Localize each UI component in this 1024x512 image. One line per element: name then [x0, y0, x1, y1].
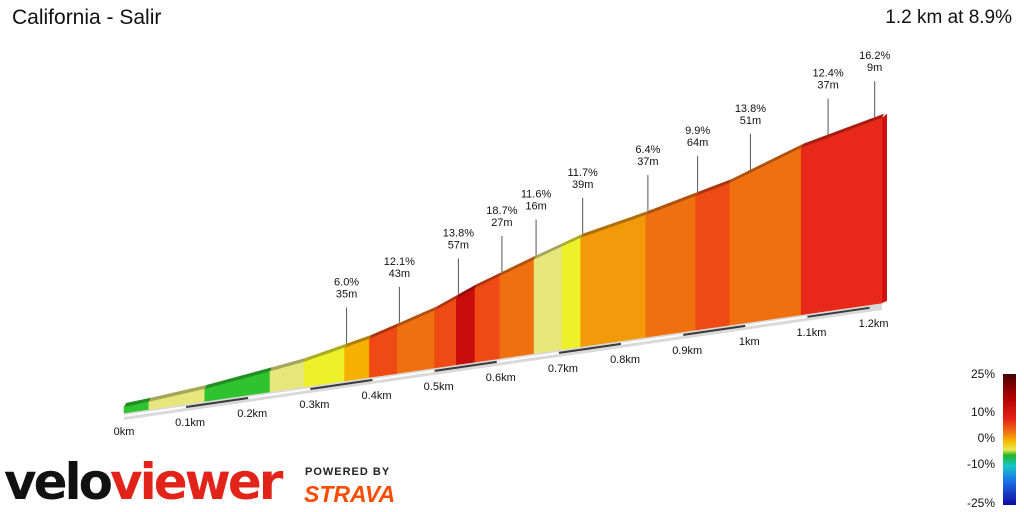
distance-band	[372, 369, 435, 381]
profile-end-cap	[882, 113, 887, 303]
gradient-segment-top	[456, 283, 478, 299]
gradient-segment	[474, 275, 501, 363]
annotation-grade-label: 12.4%	[812, 67, 843, 79]
gradient-segment-top	[645, 192, 698, 216]
legend-label-neg25: -25%	[966, 496, 995, 510]
gradient-segment-top	[148, 384, 207, 402]
distance-band	[123, 405, 187, 417]
distance-band	[434, 360, 497, 372]
climb-summary: 1.2 km at 8.9%	[885, 7, 1012, 28]
gradient-segment-top	[344, 334, 372, 348]
gradient-segment	[729, 147, 802, 326]
annotation-length-label: 16m	[525, 201, 546, 213]
x-tick-label: 0.7km	[548, 363, 578, 375]
annotation-length-label: 27m	[491, 217, 512, 229]
gradient-legend-bar	[1003, 374, 1016, 505]
logo-viewer-text: viewer	[110, 453, 283, 511]
annotation-grade-label: 9.9%	[685, 125, 710, 137]
distance-band	[745, 315, 808, 327]
annotation-length-label: 35m	[336, 289, 357, 301]
gradient-segment	[561, 237, 581, 350]
gradient-segment	[645, 195, 696, 338]
annotation-length-label: 64m	[687, 137, 708, 149]
gradient-segment	[580, 227, 609, 348]
annotation-grade-label: 6.4%	[635, 144, 660, 156]
annotation-grade-label: 6.0%	[334, 277, 359, 289]
annotation-grade-label: 16.2%	[859, 50, 890, 62]
gradient-segment-top	[270, 357, 307, 372]
distance-band	[185, 396, 249, 408]
legend-label-neg10: -10%	[966, 457, 995, 471]
annotation-length-label: 43m	[389, 268, 410, 280]
gradient-segment-top	[562, 233, 583, 247]
gradient-segment-top	[801, 113, 884, 148]
annotation-grade-label: 12.1%	[384, 256, 415, 268]
annotation-grade-label: 13.8%	[443, 227, 474, 239]
x-tick-label: 0.3km	[299, 399, 329, 411]
legend-label-0: 0%	[977, 431, 995, 445]
gradient-segment	[533, 246, 563, 354]
annotation-length-label: 51m	[740, 115, 761, 127]
powered-by-label: POWERED BY	[305, 466, 391, 478]
x-tick-label: 0.4km	[362, 390, 392, 402]
climb-title: California - Salir	[12, 6, 162, 29]
x-tick-label: 0km	[114, 426, 135, 438]
x-tick-label: 0.2km	[237, 408, 267, 420]
gradient-segment-top	[419, 306, 437, 318]
gradient-segment	[499, 259, 535, 359]
gradient-segment	[418, 309, 435, 371]
annotation-grade-label: 11.6%	[521, 189, 552, 201]
gradient-segment	[456, 287, 476, 366]
gradient-segment-top	[304, 343, 347, 362]
legend-label-10: 10%	[970, 405, 995, 419]
annotation-length-label: 39m	[572, 179, 593, 191]
annotation-length-label: 57m	[448, 239, 469, 251]
distance-band	[310, 378, 373, 390]
strava-logo: STRAVA	[304, 481, 396, 507]
legend-label-25: 25%	[970, 367, 995, 381]
gradient-segment	[434, 297, 457, 369]
gradient-segment-top	[729, 143, 804, 183]
annotation-grade-label: 11.7%	[567, 167, 598, 179]
gradient-segment	[800, 117, 883, 316]
annotation-length-label: 37m	[817, 79, 838, 91]
annotation-length-label: 9m	[867, 62, 882, 74]
gradient-segment-top	[397, 313, 422, 327]
gradient-segment-top	[475, 272, 502, 288]
x-tick-label: 0.8km	[610, 354, 640, 366]
x-tick-label: 1.2km	[859, 318, 889, 330]
gradient-segment	[695, 182, 731, 331]
annotation-grade-label: 13.8%	[735, 103, 766, 115]
annotation-grade-label: 18.7%	[486, 205, 517, 217]
gradient-segment-top	[695, 178, 732, 197]
gradient-segment-top	[608, 211, 648, 229]
gradient-segment-top	[124, 397, 151, 407]
x-tick-label: 0.6km	[486, 372, 516, 384]
x-tick-label: 1km	[739, 336, 760, 348]
gradient-segment-top	[369, 322, 400, 339]
distance-band	[620, 333, 684, 345]
gradient-segment-top	[204, 367, 273, 389]
gradient-segment-top	[534, 242, 565, 260]
distance-band	[683, 324, 746, 336]
x-tick-label: 1.1km	[796, 327, 826, 339]
x-tick-label: 0.1km	[175, 417, 205, 429]
distance-band	[558, 342, 622, 354]
distance-band	[807, 306, 870, 318]
distance-band	[248, 387, 311, 399]
veloviewer-logo: veloviewer	[4, 452, 283, 512]
distance-band	[496, 351, 560, 363]
gradient-segment-top	[434, 294, 459, 311]
gradient-segment-top	[499, 255, 537, 277]
gradient-segment-top	[580, 224, 611, 238]
logo-velo-text: velo	[4, 453, 113, 511]
annotation-length-label: 37m	[637, 156, 658, 168]
x-tick-label: 0.9km	[672, 345, 702, 357]
gradient-segment	[397, 316, 420, 374]
gradient-segment	[608, 214, 647, 344]
x-tick-label: 0.5km	[424, 381, 454, 393]
